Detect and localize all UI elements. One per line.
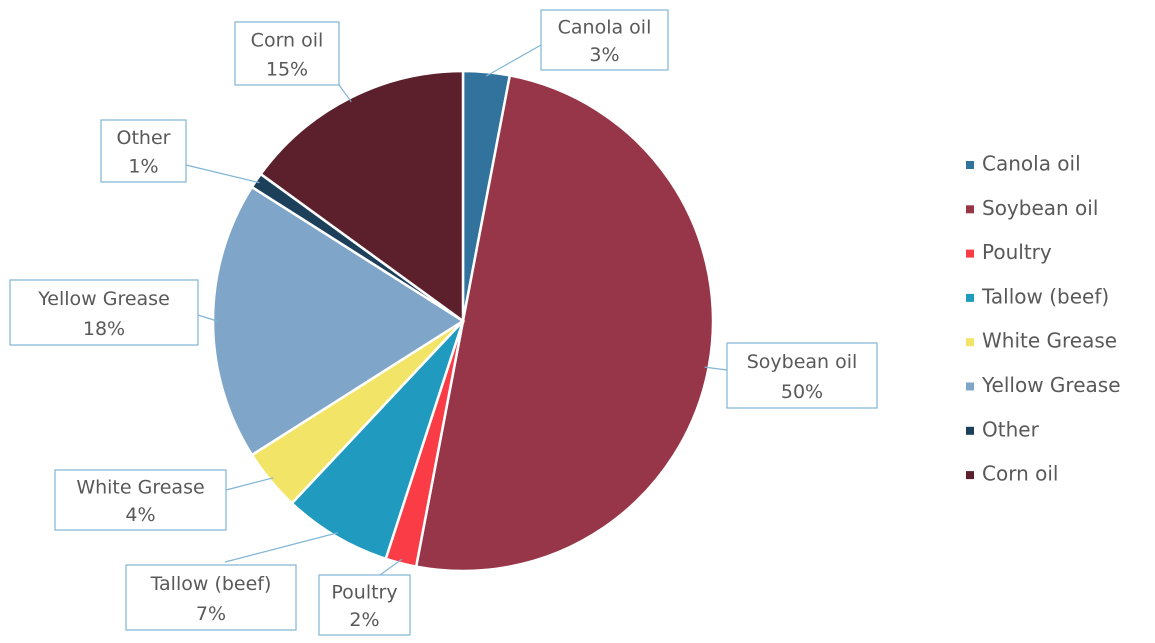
leader-line [379,558,403,576]
label-box [726,342,878,409]
pie-slice [258,69,465,324]
legend-swatch [966,338,974,347]
legend-swatch [966,205,974,214]
label-box [234,21,340,86]
leader-line [197,314,218,322]
label-box [540,9,669,71]
legend-label: Other [982,417,1040,441]
label-box [318,574,411,636]
label-box [54,469,227,531]
legend-swatch [966,471,974,480]
label-box [125,564,297,631]
legend-swatch [966,426,974,435]
leader-line [225,477,274,491]
label-name: Soybean oil [747,351,858,373]
legend-swatch [966,249,974,258]
label-name: Poultry [331,582,397,604]
label-value: 50% [781,381,823,403]
label-box [9,279,199,346]
legend-label: Yellow Grease [981,373,1121,397]
label-value: 3% [589,44,619,66]
legend-swatch [966,161,974,169]
legend-label: Tallow (beef) [981,284,1109,308]
leader-line [224,532,338,563]
pie-slice [211,185,466,457]
label-name: Other [117,127,171,149]
label-name: Canola oil [558,17,652,39]
label-value: 15% [266,58,308,80]
label-box [100,119,187,183]
label-name: Yellow Grease [37,288,170,310]
legend-label: Corn oil [982,462,1058,486]
leader-line [704,366,728,371]
legend-label: White Grease [982,329,1117,353]
label-name: Corn oil [251,29,324,51]
legend-label: Soybean oil [982,196,1098,220]
leader-line [185,164,260,184]
legend-swatch [966,293,974,302]
label-name: White Grease [76,477,204,499]
label-value: 7% [196,603,226,625]
label-value: 2% [349,609,379,631]
label-value: 1% [128,156,158,178]
leader-line [338,84,352,103]
pie-slice [290,320,465,561]
label-name: Tallow (beef) [150,573,272,595]
legend-label: Poultry [982,240,1052,264]
label-value: 4% [125,504,155,526]
label-value: 18% [83,318,125,340]
legend-swatch [966,382,974,391]
legend-label: Canola oil [982,152,1081,176]
leader-line [485,44,542,77]
